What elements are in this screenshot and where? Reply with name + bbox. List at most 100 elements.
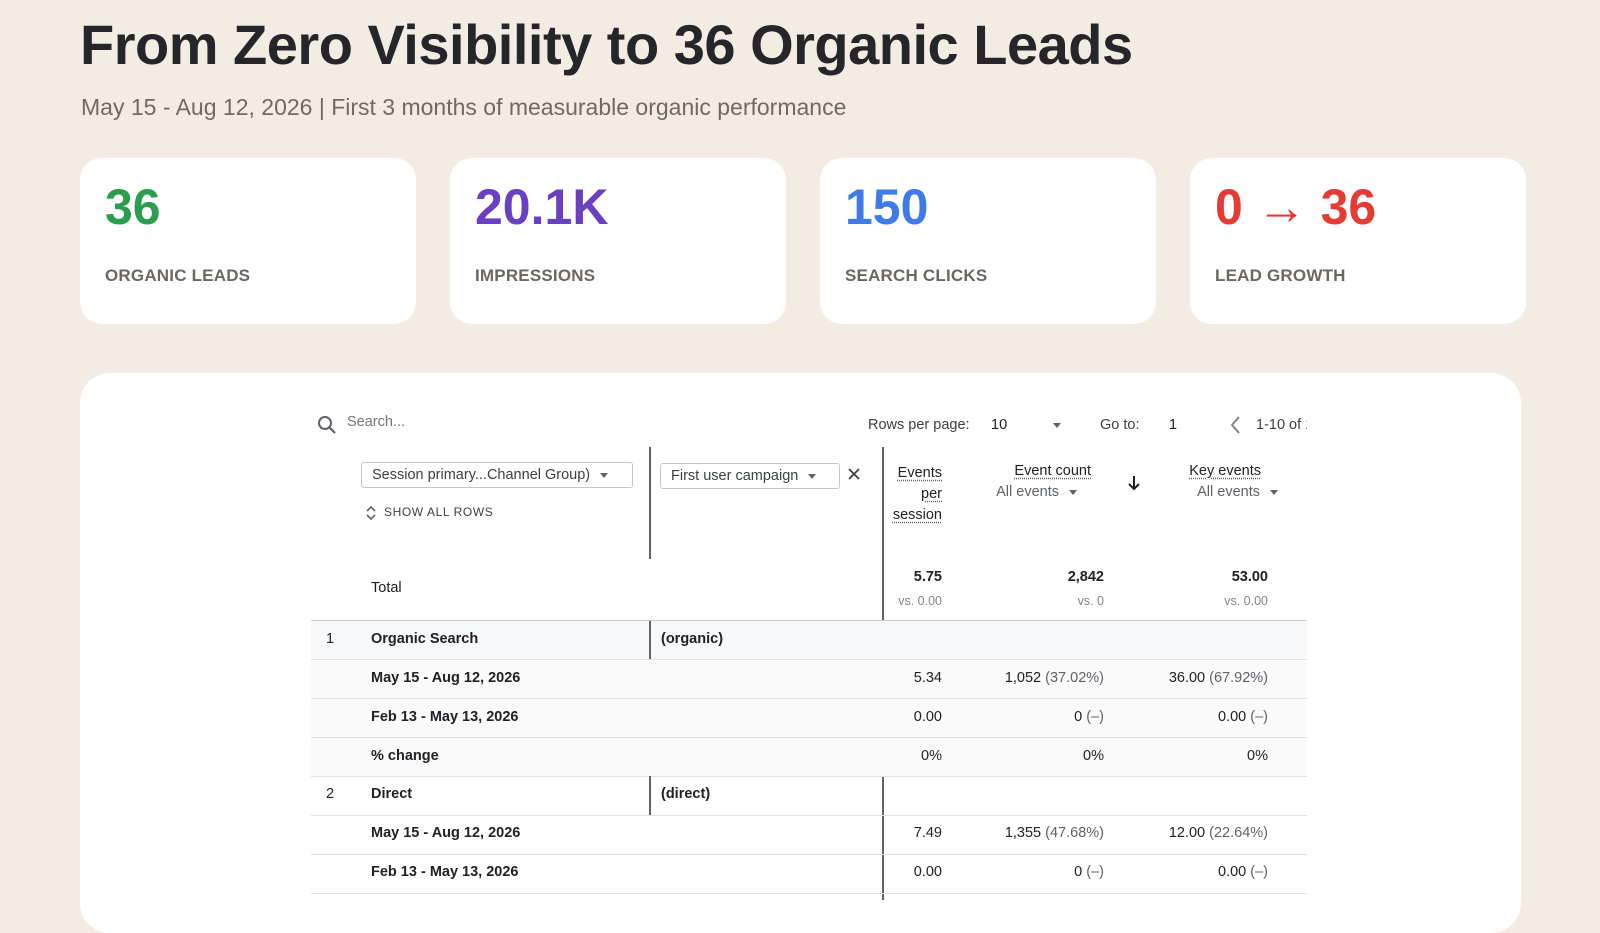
percent: (22.64%) <box>1209 825 1268 841</box>
search-input[interactable] <box>347 414 567 430</box>
total-event-count: 2,842 <box>1067 569 1104 585</box>
kpi-card-organic-leads: 36 ORGANIC LEADS <box>80 158 416 324</box>
divider <box>311 854 1307 855</box>
percent: (–) <box>1250 709 1268 725</box>
column-divider <box>649 621 651 659</box>
divider <box>311 620 1307 621</box>
column-divider <box>649 447 651 559</box>
percent: (–) <box>1250 864 1268 880</box>
primary-dimension-select[interactable]: Session primary...Channel Group) <box>361 462 633 488</box>
cell-events-per-session-change: 0% <box>921 748 942 764</box>
divider <box>311 659 1307 660</box>
kpi-value: 20.1K <box>475 179 609 235</box>
header-line: Event count <box>1014 463 1091 479</box>
kpi-label: LEAD GROWTH <box>1215 266 1346 285</box>
divider <box>311 776 1307 777</box>
cell-key-events-change: 0% <box>1247 748 1268 764</box>
filter-label: All events <box>996 484 1059 500</box>
column-divider <box>649 776 651 815</box>
total-key-events-compare: vs. 0.00 <box>1224 594 1268 608</box>
pagination-range: 1-10 of 1 <box>1256 417 1307 433</box>
row-campaign: (organic) <box>661 631 724 647</box>
divider <box>311 698 1307 699</box>
cell-events-per-session: 7.49 <box>913 825 942 841</box>
rows-per-page-label: Rows per page: <box>868 417 970 433</box>
secondary-dimension-select[interactable]: First user campaign <box>660 463 840 489</box>
percent: (37.02%) <box>1045 670 1104 686</box>
cell-key-events: 36.00 (67.92%) <box>1131 670 1268 686</box>
unfold-icon <box>366 505 376 521</box>
row-bg <box>311 621 1307 660</box>
chevron-down-icon <box>600 472 609 478</box>
chevron-left-icon[interactable] <box>1229 414 1243 436</box>
goto-label: Go to: <box>1100 417 1140 433</box>
sort-descending-icon[interactable] <box>1127 475 1141 491</box>
divider <box>311 815 1307 816</box>
total-event-count-compare: vs. 0 <box>1077 594 1104 608</box>
cell-events-per-session: 0.00 <box>913 709 942 725</box>
column-header-events-per-session[interactable]: Events per session <box>871 463 942 526</box>
row-index: 1 <box>326 631 335 647</box>
kpi-value: 150 <box>845 179 929 235</box>
cell-event-count: 0 (–) <box>971 864 1104 880</box>
analytics-table: Rows per page: 10 Go to: 1 1-10 of 1 Ses… <box>311 405 1307 900</box>
total-key-events: 53.00 <box>1231 569 1268 585</box>
period-label: May 15 - Aug 12, 2026 <box>371 670 521 686</box>
page-title: From Zero Visibility to 36 Organic Leads <box>80 13 1133 76</box>
cell-event-count: 1,052 (37.02%) <box>971 670 1104 686</box>
kpi-value: 0 → 36 <box>1215 179 1377 235</box>
header-line: session <box>892 507 942 523</box>
percent: (–) <box>1086 864 1104 880</box>
change-label: % change <box>371 748 439 764</box>
value: 36.00 <box>1168 670 1206 686</box>
chevron-down-icon <box>808 473 817 479</box>
cell-event-count-change: 0% <box>1083 748 1104 764</box>
value: 1,355 <box>1004 825 1042 841</box>
row-bg <box>311 660 1307 777</box>
kpi-card-impressions: 20.1K IMPRESSIONS <box>450 158 786 324</box>
page-subtitle: May 15 - Aug 12, 2026 | First 3 months o… <box>81 94 847 120</box>
row-index: 2 <box>326 786 335 802</box>
percent: (–) <box>1086 709 1104 725</box>
rows-per-page-select[interactable]: 10 <box>991 417 1061 433</box>
header-line: per <box>921 486 942 502</box>
show-all-rows-button[interactable]: SHOW ALL ROWS <box>366 505 493 521</box>
header-line: Key events <box>1189 463 1261 479</box>
cell-events-per-session: 5.34 <box>913 670 942 686</box>
cell-key-events: 0.00 (–) <box>1131 864 1268 880</box>
kpi-label: SEARCH CLICKS <box>845 266 988 285</box>
value: 0 <box>1074 709 1083 725</box>
close-icon[interactable] <box>847 467 861 481</box>
chevron-down-icon <box>1270 489 1278 495</box>
chevron-down-icon <box>1069 489 1077 495</box>
value: 1,052 <box>1004 670 1042 686</box>
total-events-per-session: 5.75 <box>913 569 942 585</box>
value: 0.00 <box>1218 709 1247 725</box>
row-campaign: (direct) <box>661 786 711 802</box>
column-header-key-events[interactable]: Key events All events <box>1131 463 1278 500</box>
period-label: May 15 - Aug 12, 2026 <box>371 825 521 841</box>
kpi-card-lead-growth: 0 → 36 LEAD GROWTH <box>1190 158 1526 324</box>
kpi-card-search-clicks: 150 SEARCH CLICKS <box>820 158 1156 324</box>
percent: (47.68%) <box>1045 825 1104 841</box>
value: 12.00 <box>1168 825 1206 841</box>
secondary-dimension-label: First user campaign <box>671 468 799 484</box>
total-label: Total <box>371 580 402 596</box>
search-icon <box>318 416 336 434</box>
kpi-label: ORGANIC LEADS <box>105 266 251 285</box>
header-line: Events <box>897 465 942 481</box>
event-count-filter[interactable]: All events <box>961 484 1077 500</box>
cell-event-count: 1,355 (47.68%) <box>971 825 1104 841</box>
divider <box>311 737 1307 738</box>
column-header-event-count[interactable]: Event count All events <box>961 463 1091 500</box>
row-channel-link[interactable]: Direct <box>371 786 413 802</box>
cell-key-events: 0.00 (–) <box>1131 709 1268 725</box>
kpi-value: 36 <box>105 179 161 235</box>
row-channel-link[interactable]: Organic Search <box>371 631 479 647</box>
primary-dimension-label: Session primary...Channel Group) <box>372 467 591 483</box>
goto-input[interactable]: 1 <box>1169 417 1178 433</box>
cell-events-per-session: 0.00 <box>913 864 942 880</box>
key-events-filter[interactable]: All events <box>1131 484 1278 500</box>
value: 0 <box>1074 864 1083 880</box>
period-label: Feb 13 - May 13, 2026 <box>371 864 519 880</box>
